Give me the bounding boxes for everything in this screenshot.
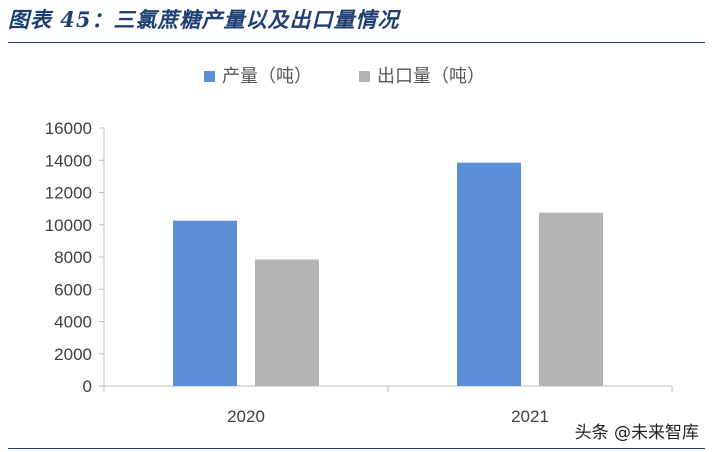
y-tick-label: 8000	[54, 248, 92, 267]
y-tick-label: 16000	[45, 119, 92, 138]
y-tick-label: 12000	[45, 184, 92, 203]
bars	[173, 162, 603, 386]
y-tick-label: 6000	[54, 280, 92, 299]
bar-production-2020	[173, 220, 237, 386]
x-tick-label: 2021	[511, 407, 549, 426]
figure-title: 图表 45：三氯蔗糖产量以及出口量情况	[8, 7, 400, 32]
bar-export-2021	[539, 212, 603, 386]
legend-label: 产量（吨）	[222, 66, 312, 87]
y-axis: 0 2000 4000 6000 8000 10000 12000 14000 16000	[45, 119, 105, 396]
title-rule	[8, 42, 705, 43]
legend: 产量（吨） 出口量（吨）	[204, 66, 485, 87]
bottom-rule	[8, 448, 705, 449]
watermark: 头条 @未来智库	[574, 423, 699, 443]
y-tick-label: 0	[83, 377, 92, 396]
x-tick-label: 2020	[227, 407, 265, 426]
y-tick-label: 2000	[54, 345, 92, 364]
bar-production-2021	[457, 162, 521, 386]
legend-swatch	[359, 71, 370, 82]
bar-export-2020	[255, 259, 319, 386]
y-tick-label: 10000	[45, 216, 92, 235]
y-tick-label: 4000	[54, 313, 92, 332]
legend-label: 出口量（吨）	[377, 66, 485, 87]
y-tick-label: 14000	[45, 151, 92, 170]
legend-swatch	[204, 71, 215, 82]
